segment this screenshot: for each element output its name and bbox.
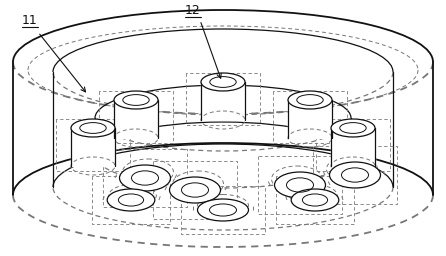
Polygon shape	[201, 82, 245, 120]
Ellipse shape	[331, 119, 375, 137]
Ellipse shape	[107, 189, 155, 211]
Ellipse shape	[291, 189, 339, 211]
Ellipse shape	[201, 73, 245, 91]
Polygon shape	[114, 100, 158, 138]
Polygon shape	[288, 100, 332, 138]
Ellipse shape	[198, 199, 248, 221]
Ellipse shape	[169, 177, 220, 203]
Text: 11: 11	[22, 14, 38, 27]
Text: 12: 12	[185, 4, 201, 17]
Ellipse shape	[114, 91, 158, 109]
Polygon shape	[331, 128, 375, 166]
Ellipse shape	[71, 119, 115, 137]
Polygon shape	[71, 128, 115, 166]
Ellipse shape	[288, 91, 332, 109]
Ellipse shape	[274, 172, 326, 198]
Ellipse shape	[120, 165, 170, 191]
Ellipse shape	[330, 162, 380, 188]
